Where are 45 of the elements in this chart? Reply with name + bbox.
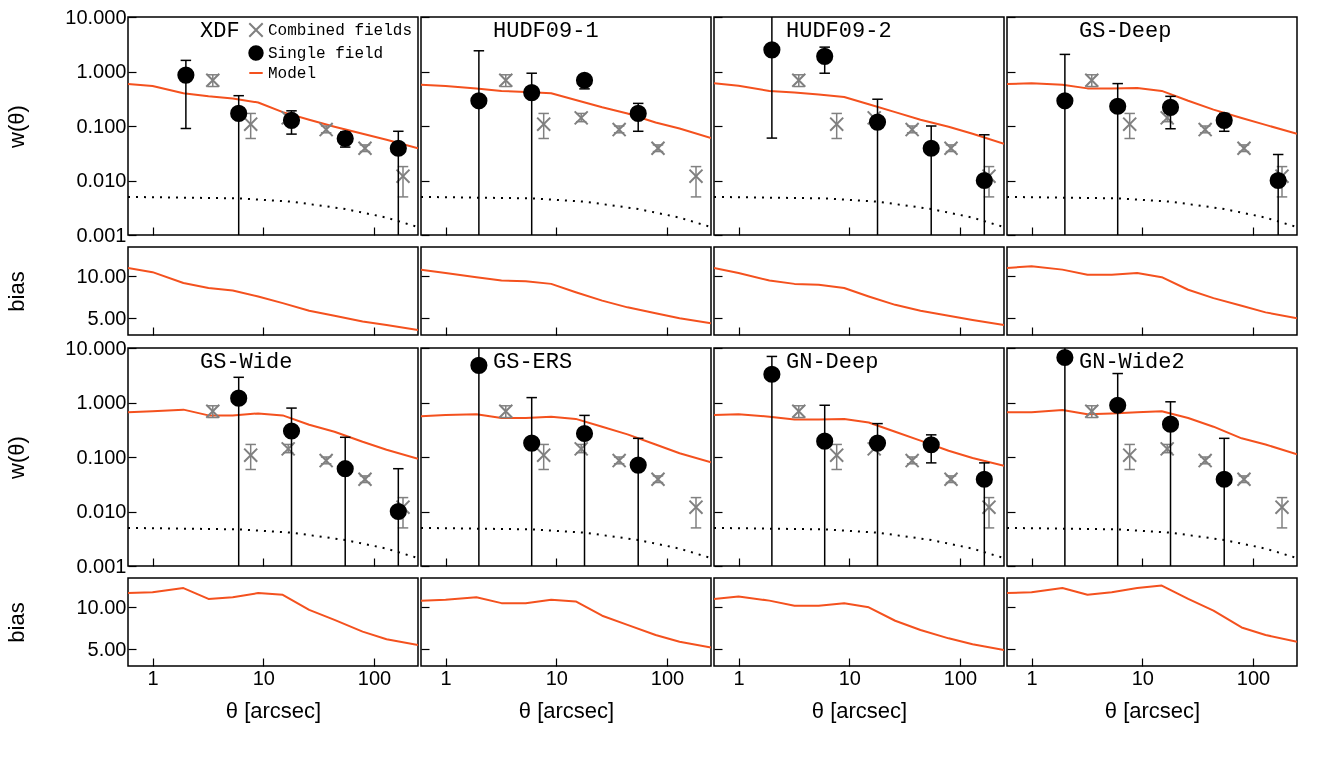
x-tick-label: 10 [252,666,275,689]
x-tick-label: 1 [733,666,745,689]
y-tick-label: 0.001 [76,223,127,246]
y-tick-label: 5.00 [87,306,127,329]
chart-title: GN-Deep [786,350,879,375]
y-tick-label: 10.00 [76,595,127,618]
y-axis-title: bias [3,602,29,643]
y-tick-label: 0.010 [76,500,127,522]
y-tick-label: 10.000 [65,5,127,28]
y-axis-title: w(θ) [3,105,29,149]
chart-title: GN-Wide2 [1079,350,1185,375]
y-tick-label: 0.010 [76,169,127,191]
y-axis-title: w(θ) [3,436,29,480]
y-tick-label: 1.000 [76,391,127,413]
y-tick-label: 10.00 [76,264,127,287]
x-tick-label: 10 [545,666,568,689]
legend-label: Single field [268,45,384,63]
x-tick-label: 100 [1236,666,1271,689]
x-tick-label: 100 [943,666,978,689]
y-tick-label: 10.000 [65,336,127,359]
chart-title: GS-ERS [493,350,573,375]
x-tick-label: 100 [650,666,685,689]
x-axis-title: θ [arcsec] [518,697,615,723]
chart-title: XDF [200,19,240,44]
y-tick-label: 0.001 [76,554,127,577]
y-tick-label: 0.100 [76,445,127,468]
x-tick-label: 1 [1026,666,1038,689]
chart-title: HUDF09-2 [786,19,892,44]
legend-label: Model [268,65,317,83]
x-tick-label: 1 [440,666,452,689]
y-axis-title: bias [3,271,29,312]
x-tick-label: 10 [838,666,861,689]
chart-title: HUDF09-1 [493,19,599,44]
x-tick-label: 100 [357,666,392,689]
y-tick-label: 0.100 [76,114,127,137]
x-axis-title: θ [arcsec] [811,697,908,723]
x-tick-label: 10 [1131,666,1154,689]
x-axis-title: θ [arcsec] [1104,697,1201,723]
y-tick-label: 5.00 [87,637,127,660]
chart-title: GS-Wide [200,350,293,375]
legend-label: Combined fields [268,22,413,40]
x-axis-title: θ [arcsec] [225,697,322,723]
x-tick-label: 1 [147,666,159,689]
y-tick-label: 1.000 [76,60,127,82]
chart-title: GS-Deep [1079,19,1172,44]
